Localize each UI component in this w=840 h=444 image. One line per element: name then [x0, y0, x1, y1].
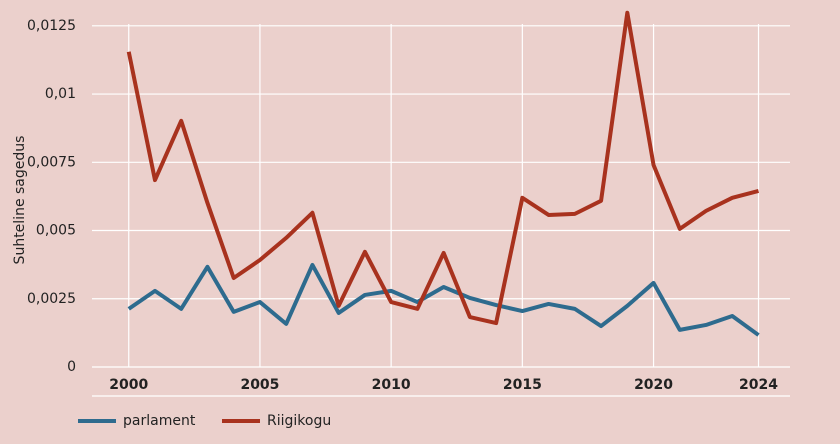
y-tick-label: 0,0125 [27, 18, 76, 34]
x-tick-label: 2015 [503, 377, 542, 393]
y-tick-label: 0,0075 [27, 154, 76, 170]
legend-label: Riigikogu [267, 413, 331, 429]
x-tick-label: 2000 [109, 377, 148, 393]
y-axis-label: Suhteline sagedus [12, 136, 28, 265]
y-tick-label: 0,01 [45, 86, 76, 102]
x-tick-label: 2024 [739, 377, 778, 393]
data-line [126, 10, 760, 326]
data-line [127, 262, 760, 337]
x-tick-label: 2020 [634, 377, 673, 393]
y-tick-label: 0,005 [36, 223, 76, 239]
y-tick-label: 0 [67, 359, 76, 375]
x-tick-label: 2010 [372, 377, 411, 393]
y-tick-label: 0,0025 [27, 291, 76, 307]
x-tick-label: 2005 [240, 377, 279, 393]
legend-label: parlament [123, 413, 196, 429]
